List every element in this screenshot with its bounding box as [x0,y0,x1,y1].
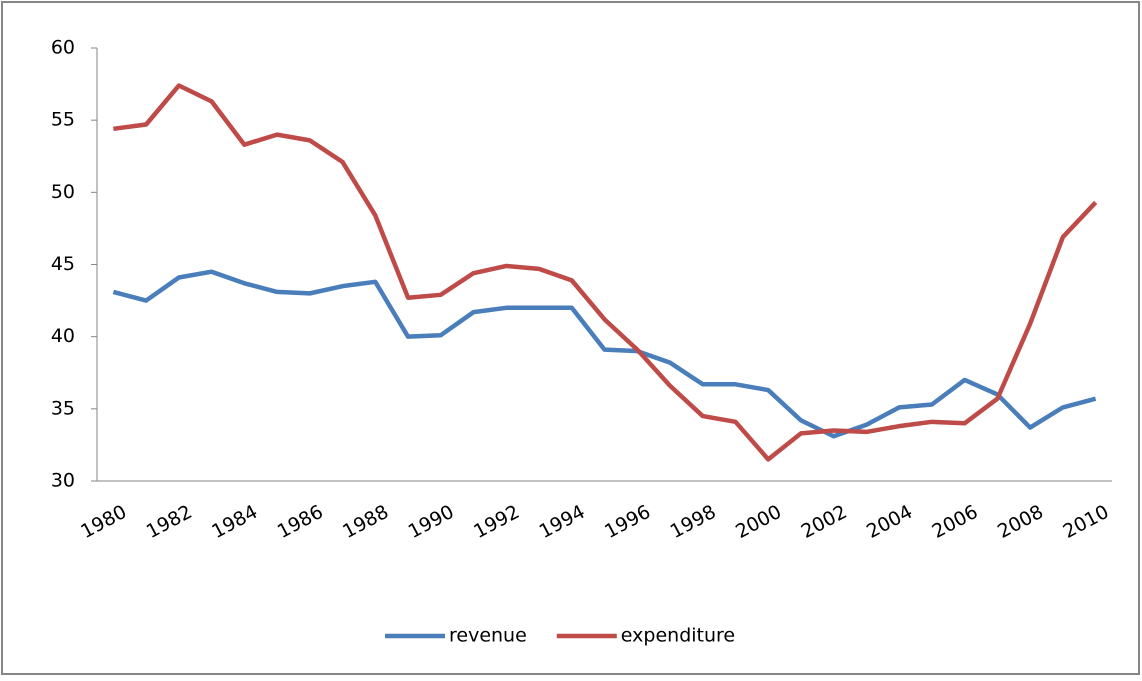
y-tick-label: 45 [51,253,75,275]
y-tick-label: 55 [51,109,75,131]
line-series [112,269,1097,439]
y-tick-label: 35 [51,397,75,419]
legend-label: revenue [449,625,527,647]
y-tick-label: 60 [51,37,75,59]
y-tick-label: 30 [51,470,75,492]
line-series [113,83,1098,462]
y-tick-label: 50 [51,181,75,203]
y-tick-label: 40 [51,325,75,347]
legend-label: expenditure [621,625,735,647]
